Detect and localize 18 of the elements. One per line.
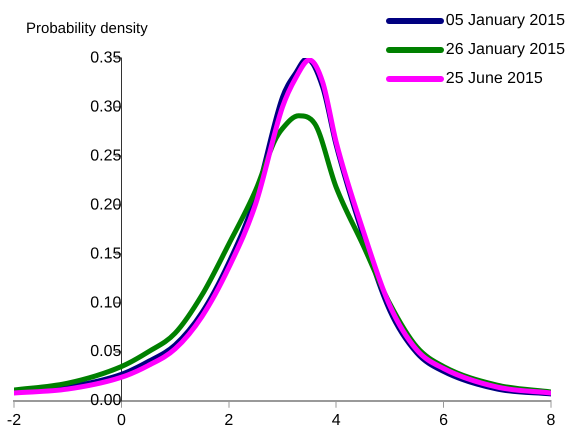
y-tick-label: 0.35 — [90, 49, 122, 66]
y-tick-label: 0.20 — [90, 196, 122, 214]
legend-label: 26 January 2015 — [446, 40, 565, 58]
y-tick-label: 0.25 — [90, 147, 122, 164]
y-tick-label: 0.05 — [90, 343, 122, 360]
x-tick-label: -2 — [6, 412, 22, 429]
x-tick-label: 0 — [116, 412, 126, 429]
x-tick-label: 2 — [224, 412, 234, 429]
y-tick-label: 0.10 — [90, 294, 122, 312]
x-tick-label: 4 — [332, 412, 341, 429]
x-tick-label: 6 — [439, 412, 448, 429]
x-tick-label: 8 — [546, 412, 556, 429]
y-axis-title: Probability density — [26, 20, 148, 37]
y-tick-label: 0.30 — [90, 98, 122, 116]
legend-label: 05 January 2015 — [446, 12, 565, 30]
y-tick-label: 0.00 — [90, 392, 122, 410]
y-tick-label: 0.15 — [90, 245, 122, 262]
legend-label: 25 June 2015 — [446, 70, 543, 88]
